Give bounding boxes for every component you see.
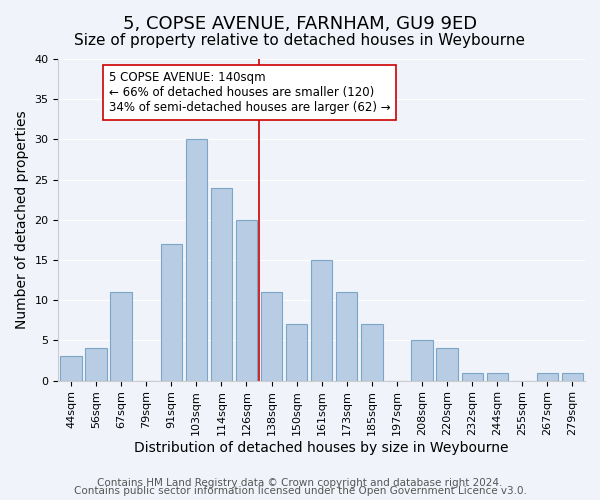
Bar [487,372,508,380]
Bar [286,324,307,380]
Bar [361,324,383,380]
Bar [161,244,182,380]
Bar [436,348,458,380]
Bar [110,292,132,380]
Text: Contains HM Land Registry data © Crown copyright and database right 2024.: Contains HM Land Registry data © Crown c… [97,478,503,488]
Text: 5, COPSE AVENUE, FARNHAM, GU9 9ED: 5, COPSE AVENUE, FARNHAM, GU9 9ED [123,15,477,33]
Text: Contains public sector information licensed under the Open Government Licence v3: Contains public sector information licen… [74,486,526,496]
Bar [261,292,282,380]
X-axis label: Distribution of detached houses by size in Weybourne: Distribution of detached houses by size … [134,441,509,455]
Bar [537,372,558,380]
Bar [211,188,232,380]
Text: Size of property relative to detached houses in Weybourne: Size of property relative to detached ho… [74,32,526,48]
Bar [311,260,332,380]
Bar [562,372,583,380]
Bar [236,220,257,380]
Bar [60,356,82,380]
Bar [461,372,483,380]
Bar [185,140,207,380]
Y-axis label: Number of detached properties: Number of detached properties [15,110,29,329]
Bar [85,348,107,380]
Bar [412,340,433,380]
Bar [336,292,358,380]
Text: 5 COPSE AVENUE: 140sqm
← 66% of detached houses are smaller (120)
34% of semi-de: 5 COPSE AVENUE: 140sqm ← 66% of detached… [109,71,390,114]
